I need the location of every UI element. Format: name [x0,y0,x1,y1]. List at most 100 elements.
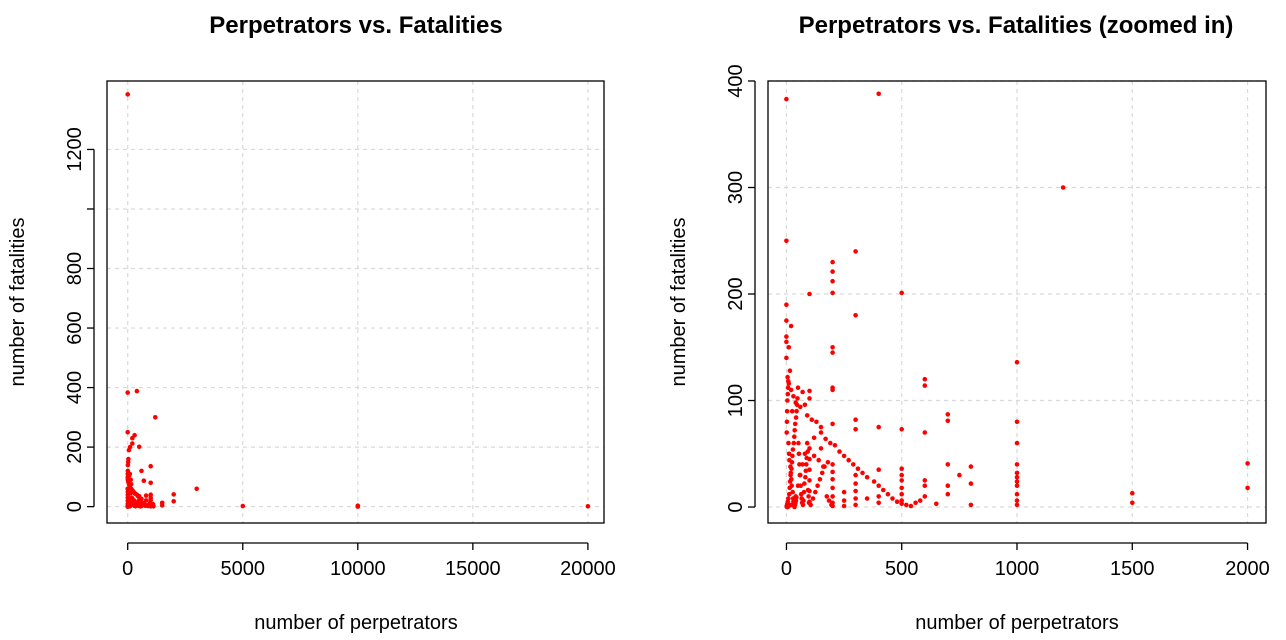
data-point [355,504,361,509]
data-point [853,313,858,318]
x-tick-label: 2000 [1225,558,1270,580]
data-point [885,491,891,497]
data-point [824,494,830,499]
data-point [148,480,153,486]
data-point [851,462,856,467]
data-point [804,462,809,467]
y-tick-label: 400 [64,371,86,404]
data-point [922,478,928,483]
data-point [141,478,147,484]
data-point [804,440,810,446]
axes: 0 500 1000 1500 2000 0 100 200 300 400 [725,64,1270,580]
data-point [826,498,832,503]
data-point [1014,498,1020,503]
data-point [899,478,904,483]
data-point [805,487,811,493]
data-point [786,491,792,497]
data-point [585,504,591,509]
x-tick-label: 0 [122,558,133,580]
data-point [853,417,858,423]
data-point [789,483,794,489]
data-point [143,493,149,498]
data-point [785,374,790,380]
data-point [890,496,895,501]
x-tick-label: 5000 [221,558,266,580]
data-point [806,494,811,499]
data-point [841,453,847,459]
data-point [794,402,800,408]
data-point [803,474,808,480]
data-point [807,388,812,394]
data-point [853,481,858,486]
y-tick-label: 800 [64,252,86,285]
data-point [922,376,928,382]
data-point [792,434,797,440]
data-point [153,415,158,420]
data-point [876,500,881,506]
data-point [802,402,808,408]
data-point [1014,479,1020,484]
data-point [125,462,131,468]
data-point [899,427,904,432]
data-point [798,483,803,489]
data-point [832,443,838,448]
data-point [810,496,816,501]
data-point [800,462,805,467]
data-point [802,481,807,486]
data-point [171,499,176,504]
data-point [240,503,246,509]
data-point [899,498,904,503]
data-point [830,259,835,265]
data-point [137,500,143,506]
data-point [784,96,789,102]
data-point [917,498,923,503]
data-point [805,449,810,454]
plot-frame [106,80,605,524]
data-point [853,249,858,254]
data-point [794,495,799,500]
data-point [871,479,877,484]
data-point [814,419,819,425]
data-point [143,498,149,503]
data-point [876,483,881,489]
data-point [968,464,974,469]
y-tick-label: 300 [725,171,747,204]
data-point [830,278,835,284]
x-tick-label: 10000 [330,558,386,580]
data-point [864,474,870,480]
data-point [801,489,807,495]
data-point [837,449,842,454]
data-point [876,467,881,473]
scatter-chart-perpetrators-vs-fatalities: Perpetrators vs. Fatalities number of pe… [7,12,616,634]
data-point [804,413,810,418]
data-point [830,421,835,427]
data-point [829,502,834,508]
data-point [139,468,144,474]
data-point [841,489,847,495]
data-point [791,440,797,446]
data-point [125,429,130,435]
scatter-chart-perpetrators-vs-fatalities-zoomed: Perpetrators vs. Fatalities (zoomed in) … [668,12,1270,634]
data-point [125,92,130,97]
data-point [796,440,801,446]
data-point [784,334,789,339]
data-point [881,487,886,493]
data-point [899,501,904,507]
data-point [922,494,928,499]
data-point [922,483,928,489]
data-point [828,440,833,446]
data-point [876,91,881,97]
chart-title: Perpetrators vs. Fatalities [209,12,502,39]
data-point [968,481,974,486]
data-point [786,345,792,350]
y-tick-label: 400 [725,64,747,97]
data-point [784,430,789,435]
data-point [816,457,821,463]
data-point [1014,502,1020,508]
data-point [853,472,858,478]
data-point [830,462,835,467]
data-point [908,503,914,509]
data-point [904,502,909,508]
data-point [899,472,904,478]
x-tick-label: 1000 [995,558,1040,580]
